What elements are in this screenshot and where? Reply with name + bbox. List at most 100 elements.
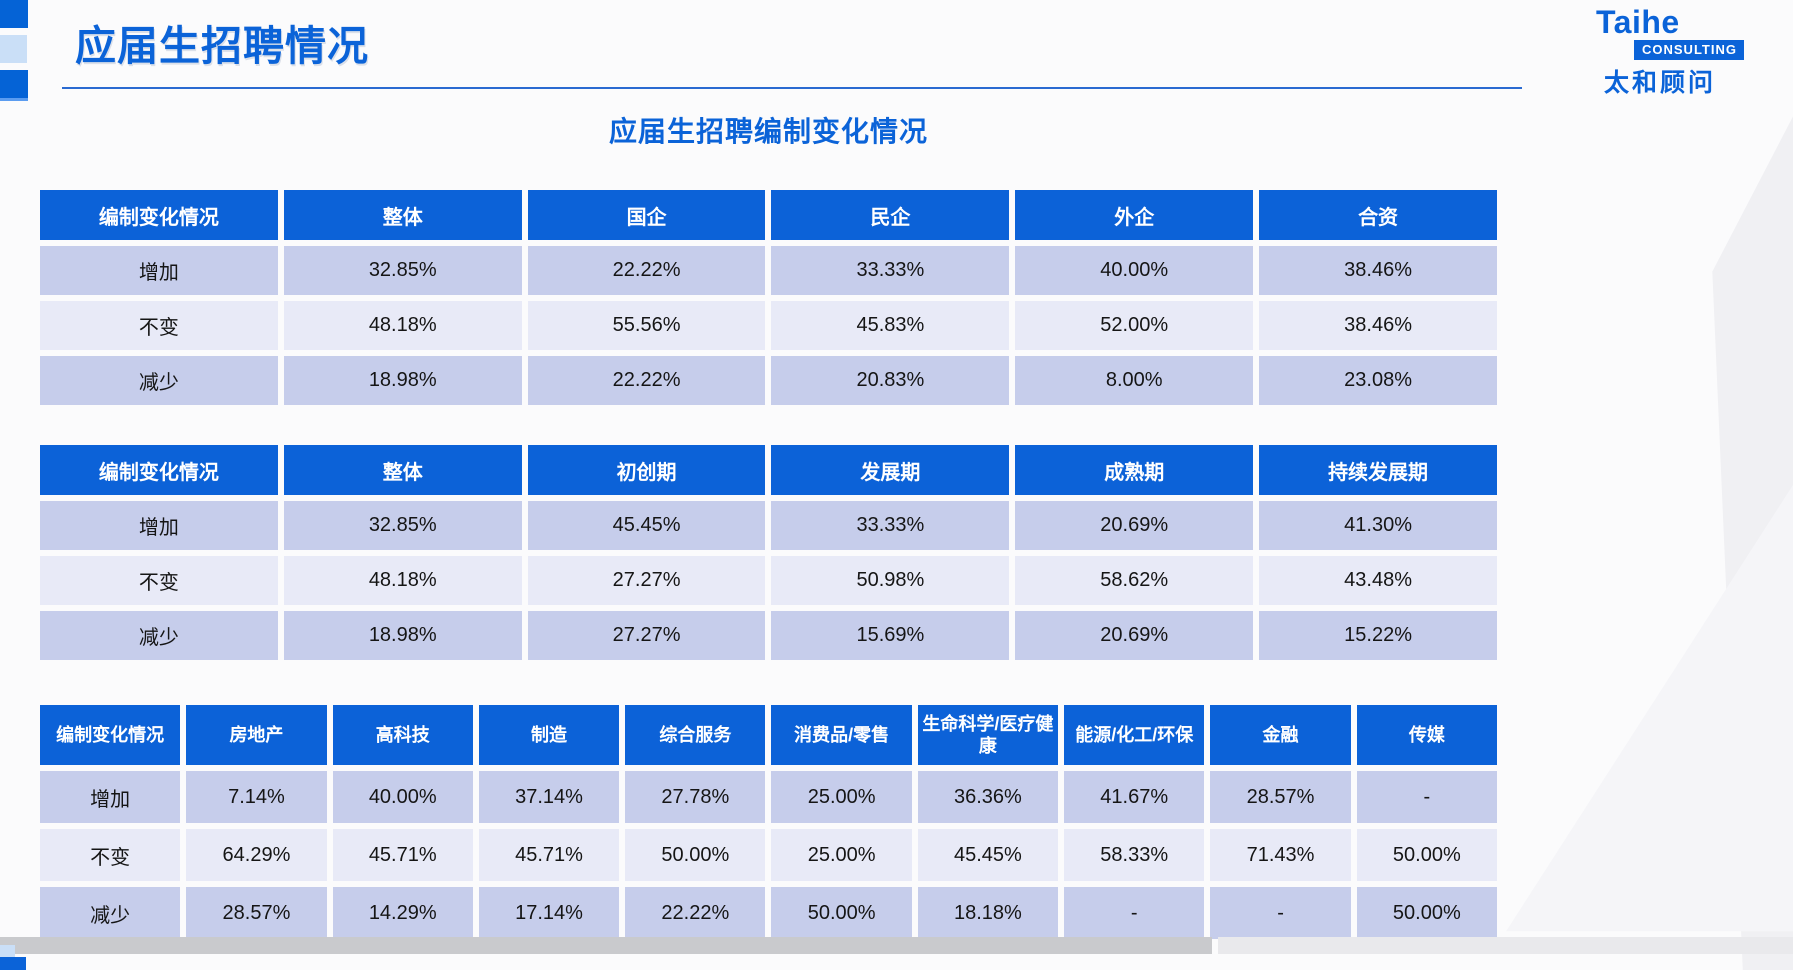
data-cell: 45.71% (478, 829, 620, 881)
table-row: 减少 18.98% 22.22% 20.83% 8.00% 23.08% (40, 356, 1497, 405)
data-cell: 22.22% (527, 246, 766, 295)
footer-band (0, 937, 1212, 954)
data-cell: 64.29% (186, 829, 327, 881)
data-cell: 50.00% (1356, 829, 1497, 881)
data-cell: 17.14% (478, 887, 620, 939)
logo-chinese-name: 太和顾问 (1604, 69, 1717, 97)
data-cell: 7.14% (186, 771, 327, 823)
data-cell: 23.08% (1259, 356, 1497, 405)
column-header: 能源/化工/环保 (1064, 705, 1205, 765)
data-cell: 32.85% (283, 246, 522, 295)
data-cell: 37.14% (478, 771, 620, 823)
row-label: 减少 (40, 611, 278, 660)
column-header: 初创期 (527, 445, 766, 495)
table-by-company-ownership: 编制变化情况 整体 国企 民企 外企 合资增加 32.85% 22.22% 33.33% 40.0… (40, 190, 1497, 405)
data-cell: - (1210, 887, 1351, 939)
data-cell: 55.56% (527, 301, 766, 350)
data-cell: 41.67% (1064, 771, 1205, 823)
data-cell: 20.69% (1015, 611, 1254, 660)
corner-square-decoration (0, 0, 28, 28)
column-header: 消费品/零售 (771, 705, 912, 765)
footer-band (1218, 937, 1793, 954)
data-cell: 50.00% (771, 887, 912, 939)
column-header: 高科技 (332, 705, 473, 765)
column-header: 生命科学/医疗健康 (917, 705, 1059, 765)
column-header: 成熟期 (1015, 445, 1254, 495)
data-cell: 18.18% (917, 887, 1059, 939)
data-cell: 40.00% (1015, 246, 1254, 295)
row-label: 增加 (40, 771, 181, 823)
column-header: 整体 (283, 445, 522, 495)
data-table: 编制变化情况 整体 初创期 发展期 成熟期 持续发展期 增加 32.85% 45.45% 33.3… (34, 439, 1503, 666)
data-cell: 45.45% (527, 501, 766, 550)
header-row: 编制变化情况 房地产 高科技 制造 综合服务 消费品/零售 生命科学/医疗健康 能源/化工/环… (40, 705, 1497, 765)
data-cell: 58.33% (1064, 829, 1205, 881)
data-cell: 50.00% (1356, 887, 1497, 939)
table-row: 不变 48.18% 55.56% 45.83% 52.00% 38.46% (40, 301, 1497, 350)
column-header: 持续发展期 (1259, 445, 1497, 495)
column-header: 合资 (1259, 190, 1497, 240)
data-cell: 25.00% (771, 771, 912, 823)
row-label: 增加 (40, 501, 278, 550)
column-header: 国企 (527, 190, 766, 240)
corner-square-decoration (0, 35, 27, 63)
data-cell: 14.29% (332, 887, 473, 939)
logo-tagline: CONSULTING (1634, 40, 1744, 60)
data-cell: 15.69% (771, 611, 1010, 660)
row-label: 不变 (40, 556, 278, 605)
table-by-industry: 编制变化情况 房地产 高科技 制造 综合服务 消费品/零售 生命科学/医疗健康 能源/化工/环… (40, 705, 1497, 939)
data-cell: 28.57% (1210, 771, 1351, 823)
data-cell: 8.00% (1015, 356, 1254, 405)
data-cell: 15.22% (1259, 611, 1497, 660)
data-cell: 58.62% (1015, 556, 1254, 605)
data-cell: 50.00% (625, 829, 766, 881)
column-header: 外企 (1015, 190, 1254, 240)
data-cell: 45.71% (332, 829, 473, 881)
data-cell: - (1064, 887, 1205, 939)
data-cell: 40.00% (332, 771, 473, 823)
row-label: 增加 (40, 246, 278, 295)
data-cell: 32.85% (283, 501, 522, 550)
data-cell: 20.83% (771, 356, 1010, 405)
data-cell: 41.30% (1259, 501, 1497, 550)
column-header: 房地产 (186, 705, 327, 765)
data-cell: 27.27% (527, 611, 766, 660)
data-cell: 43.48% (1259, 556, 1497, 605)
row-label: 不变 (40, 301, 278, 350)
table-row: 增加 32.85% 45.45% 33.33% 20.69% 41.30% (40, 501, 1497, 550)
row-label: 减少 (40, 887, 181, 939)
column-header: 编制变化情况 (40, 445, 278, 495)
data-cell: 38.46% (1259, 246, 1497, 295)
data-cell: 45.45% (917, 829, 1059, 881)
data-cell: 52.00% (1015, 301, 1254, 350)
data-cell: 36.36% (917, 771, 1059, 823)
section-title: 应届生招聘编制变化情况 (608, 116, 928, 147)
column-header: 编制变化情况 (40, 705, 181, 765)
data-cell: 25.00% (771, 829, 912, 881)
data-cell: - (1356, 771, 1497, 823)
table-row: 不变 48.18% 27.27% 50.98% 58.62% 43.48% (40, 556, 1497, 605)
column-header: 综合服务 (625, 705, 766, 765)
title-underline (62, 87, 1522, 89)
data-table: 编制变化情况 房地产 高科技 制造 综合服务 消费品/零售 生命科学/医疗健康 能源/化工/环… (34, 699, 1503, 945)
table-row: 不变 64.29% 45.71% 45.71% 50.00% 25.00% 45.45% 58… (40, 829, 1497, 881)
table-row: 增加 7.14% 40.00% 37.14% 27.78% 25.00% 36.36% 41.… (40, 771, 1497, 823)
page-title: 应届生招聘情况 (75, 23, 369, 69)
column-header: 整体 (283, 190, 522, 240)
column-header: 民企 (771, 190, 1010, 240)
header-row: 编制变化情况 整体 初创期 发展期 成熟期 持续发展期 (40, 445, 1497, 495)
column-header: 金融 (1210, 705, 1351, 765)
data-cell: 71.43% (1210, 829, 1351, 881)
table-row: 增加 32.85% 22.22% 33.33% 40.00% 38.46% (40, 246, 1497, 295)
row-label: 不变 (40, 829, 181, 881)
corner-square-decoration (0, 945, 15, 957)
column-header: 编制变化情况 (40, 190, 278, 240)
data-cell: 48.18% (283, 556, 522, 605)
corner-square-decoration (0, 70, 28, 101)
row-label: 减少 (40, 356, 278, 405)
table-by-company-stage: 编制变化情况 整体 初创期 发展期 成熟期 持续发展期 增加 32.85% 45.45% 33.3… (40, 445, 1497, 660)
data-cell: 28.57% (186, 887, 327, 939)
table-row: 减少 18.98% 27.27% 15.69% 20.69% 15.22% (40, 611, 1497, 660)
corner-square-decoration (0, 957, 26, 970)
